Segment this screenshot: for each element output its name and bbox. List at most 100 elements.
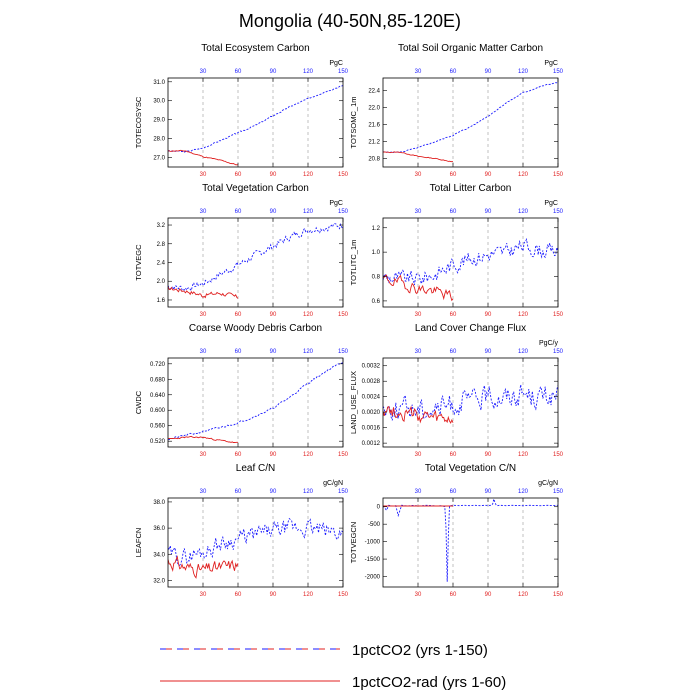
y-tick-label: 32.0 — [153, 578, 165, 584]
x-tick-label-bottom: 30 — [200, 312, 207, 318]
x-tick-label-bottom: 120 — [518, 312, 529, 318]
y-axis-label: LEAFCN — [134, 528, 143, 558]
x-tick-label-top: 120 — [303, 69, 314, 75]
x-tick-label-bottom: 30 — [415, 592, 422, 598]
legend-label-1pctco2: 1pctCO2 (yrs 1-150) — [352, 642, 488, 659]
y-tick-label: 31.0 — [153, 80, 165, 86]
x-tick-label-top: 60 — [450, 69, 457, 75]
x-tick-label-top: 30 — [200, 489, 207, 495]
x-tick-label-bottom: 150 — [338, 312, 349, 318]
panel-title: Total Vegetation C/N — [425, 463, 516, 474]
x-tick-label-top: 60 — [450, 349, 457, 355]
plot-frame — [382, 497, 559, 588]
series-line-1 — [168, 435, 238, 443]
y-tick-label: 0.0020 — [362, 410, 381, 416]
legend-label-1pctco2-rad: 1pctCO2-rad (yrs 1-60) — [352, 674, 506, 691]
x-tick-label-bottom: 90 — [270, 592, 277, 598]
y-tick-label: 0.0016 — [362, 426, 381, 432]
x-tick-label-bottom: 60 — [235, 452, 242, 458]
x-tick-label-bottom: 60 — [235, 312, 242, 318]
x-tick-label-top: 60 — [450, 489, 457, 495]
series-line-0 — [168, 222, 343, 292]
y-tick-label: 1.0 — [372, 250, 381, 256]
x-tick-label-bottom: 30 — [415, 172, 422, 178]
x-tick-label-bottom: 60 — [450, 312, 457, 318]
x-tick-label-top: 150 — [338, 489, 349, 495]
x-tick-label-top: 90 — [270, 489, 277, 495]
y-axis-label: TOTSOMC_1m — [349, 97, 358, 149]
x-tick-label-bottom: 120 — [518, 172, 529, 178]
x-tick-label-bottom: 120 — [303, 592, 314, 598]
series-line-0 — [168, 362, 343, 441]
x-tick-label-bottom: 60 — [450, 592, 457, 598]
y-tick-label: 0.8 — [372, 275, 381, 281]
series-line-1 — [168, 286, 239, 299]
x-tick-label-bottom: 90 — [270, 452, 277, 458]
x-tick-label-top: 90 — [270, 209, 277, 215]
y-tick-label: 0.0024 — [362, 395, 381, 401]
x-tick-label-bottom: 90 — [485, 312, 492, 318]
x-tick-label-top: 90 — [485, 209, 492, 215]
y-tick-label: 34.0 — [153, 552, 165, 558]
y-tick-label: 22.0 — [368, 106, 380, 112]
x-tick-label-bottom: 150 — [338, 592, 349, 598]
panel-5: Land Cover Change Flux PgC/y 0.0012 0.0016 0… — [349, 323, 564, 458]
y-axis-label: TOTVEGC — [134, 244, 143, 281]
x-tick-label-bottom: 120 — [303, 452, 314, 458]
unit-label: PgC — [544, 60, 558, 67]
series-line-0 — [383, 384, 558, 421]
y-tick-label: 0.680 — [150, 377, 166, 383]
figure-title: Mongolia (40-50N,85-120E) — [239, 11, 461, 31]
panel-6: Leaf C/N gC/gN 32.0 34.0 36.0 38.0 30 60 90 120 15… — [134, 463, 349, 598]
y-tick-label: 0.600 — [150, 408, 166, 414]
x-tick-label-bottom: 90 — [485, 452, 492, 458]
x-tick-label-bottom: 150 — [338, 452, 349, 458]
y-axis-label: TOTLITC_1m — [349, 240, 358, 286]
unit-label: PgC/y — [539, 340, 559, 347]
y-tick-label: 2.0 — [157, 279, 166, 285]
x-tick-label-bottom: 150 — [553, 452, 564, 458]
y-tick-label: 0.560 — [150, 424, 166, 430]
y-axis-label: CWDC — [134, 390, 143, 414]
plot-frame — [167, 217, 344, 308]
y-tick-label: 27.0 — [153, 156, 165, 162]
x-tick-label-top: 120 — [518, 69, 529, 75]
x-tick-label-top: 150 — [553, 209, 564, 215]
x-tick-label-top: 90 — [270, 349, 277, 355]
x-tick-label-top: 60 — [235, 209, 242, 215]
x-tick-label-top: 120 — [303, 489, 314, 495]
x-tick-label-bottom: 90 — [485, 592, 492, 598]
x-tick-label-bottom: 150 — [338, 172, 349, 178]
x-tick-label-top: 60 — [235, 69, 242, 75]
x-tick-label-bottom: 30 — [200, 452, 207, 458]
y-tick-label: 1.6 — [157, 298, 166, 304]
unit-label: PgC — [329, 200, 343, 207]
unit-label: PgC — [329, 60, 343, 67]
x-tick-label-bottom: 90 — [270, 312, 277, 318]
panel-title: Total Ecosystem Carbon — [201, 43, 309, 54]
x-tick-label-top: 120 — [518, 209, 529, 215]
series-line-0 — [168, 517, 343, 566]
x-tick-label-top: 150 — [553, 489, 564, 495]
x-tick-label-bottom: 120 — [518, 452, 529, 458]
x-tick-label-top: 120 — [303, 349, 314, 355]
panel-7: Total Vegetation C/N gC/gN -2000 -1500 -1000… — [349, 463, 564, 598]
x-tick-label-top: 150 — [338, 69, 349, 75]
x-tick-label-top: 90 — [270, 69, 277, 75]
panel-title: Leaf C/N — [236, 463, 275, 474]
x-tick-label-bottom: 150 — [553, 592, 564, 598]
panel-title: Total Soil Organic Matter Carbon — [398, 43, 543, 54]
y-axis-label: TOTVEGCN — [349, 522, 358, 564]
x-tick-label-top: 30 — [415, 69, 422, 75]
x-tick-label-top: 30 — [415, 209, 422, 215]
x-tick-label-top: 30 — [200, 349, 207, 355]
x-tick-label-bottom: 120 — [303, 312, 314, 318]
x-tick-label-top: 90 — [485, 69, 492, 75]
y-tick-label: -1000 — [365, 540, 381, 546]
y-tick-label: 2.8 — [157, 242, 166, 248]
panel-3: Total Litter Carbon PgC 0.6 0.8 1.0 1.2 30 60 90… — [349, 183, 564, 318]
series-line-0 — [383, 237, 558, 286]
x-tick-label-top: 150 — [338, 209, 349, 215]
x-tick-label-top: 90 — [485, 349, 492, 355]
